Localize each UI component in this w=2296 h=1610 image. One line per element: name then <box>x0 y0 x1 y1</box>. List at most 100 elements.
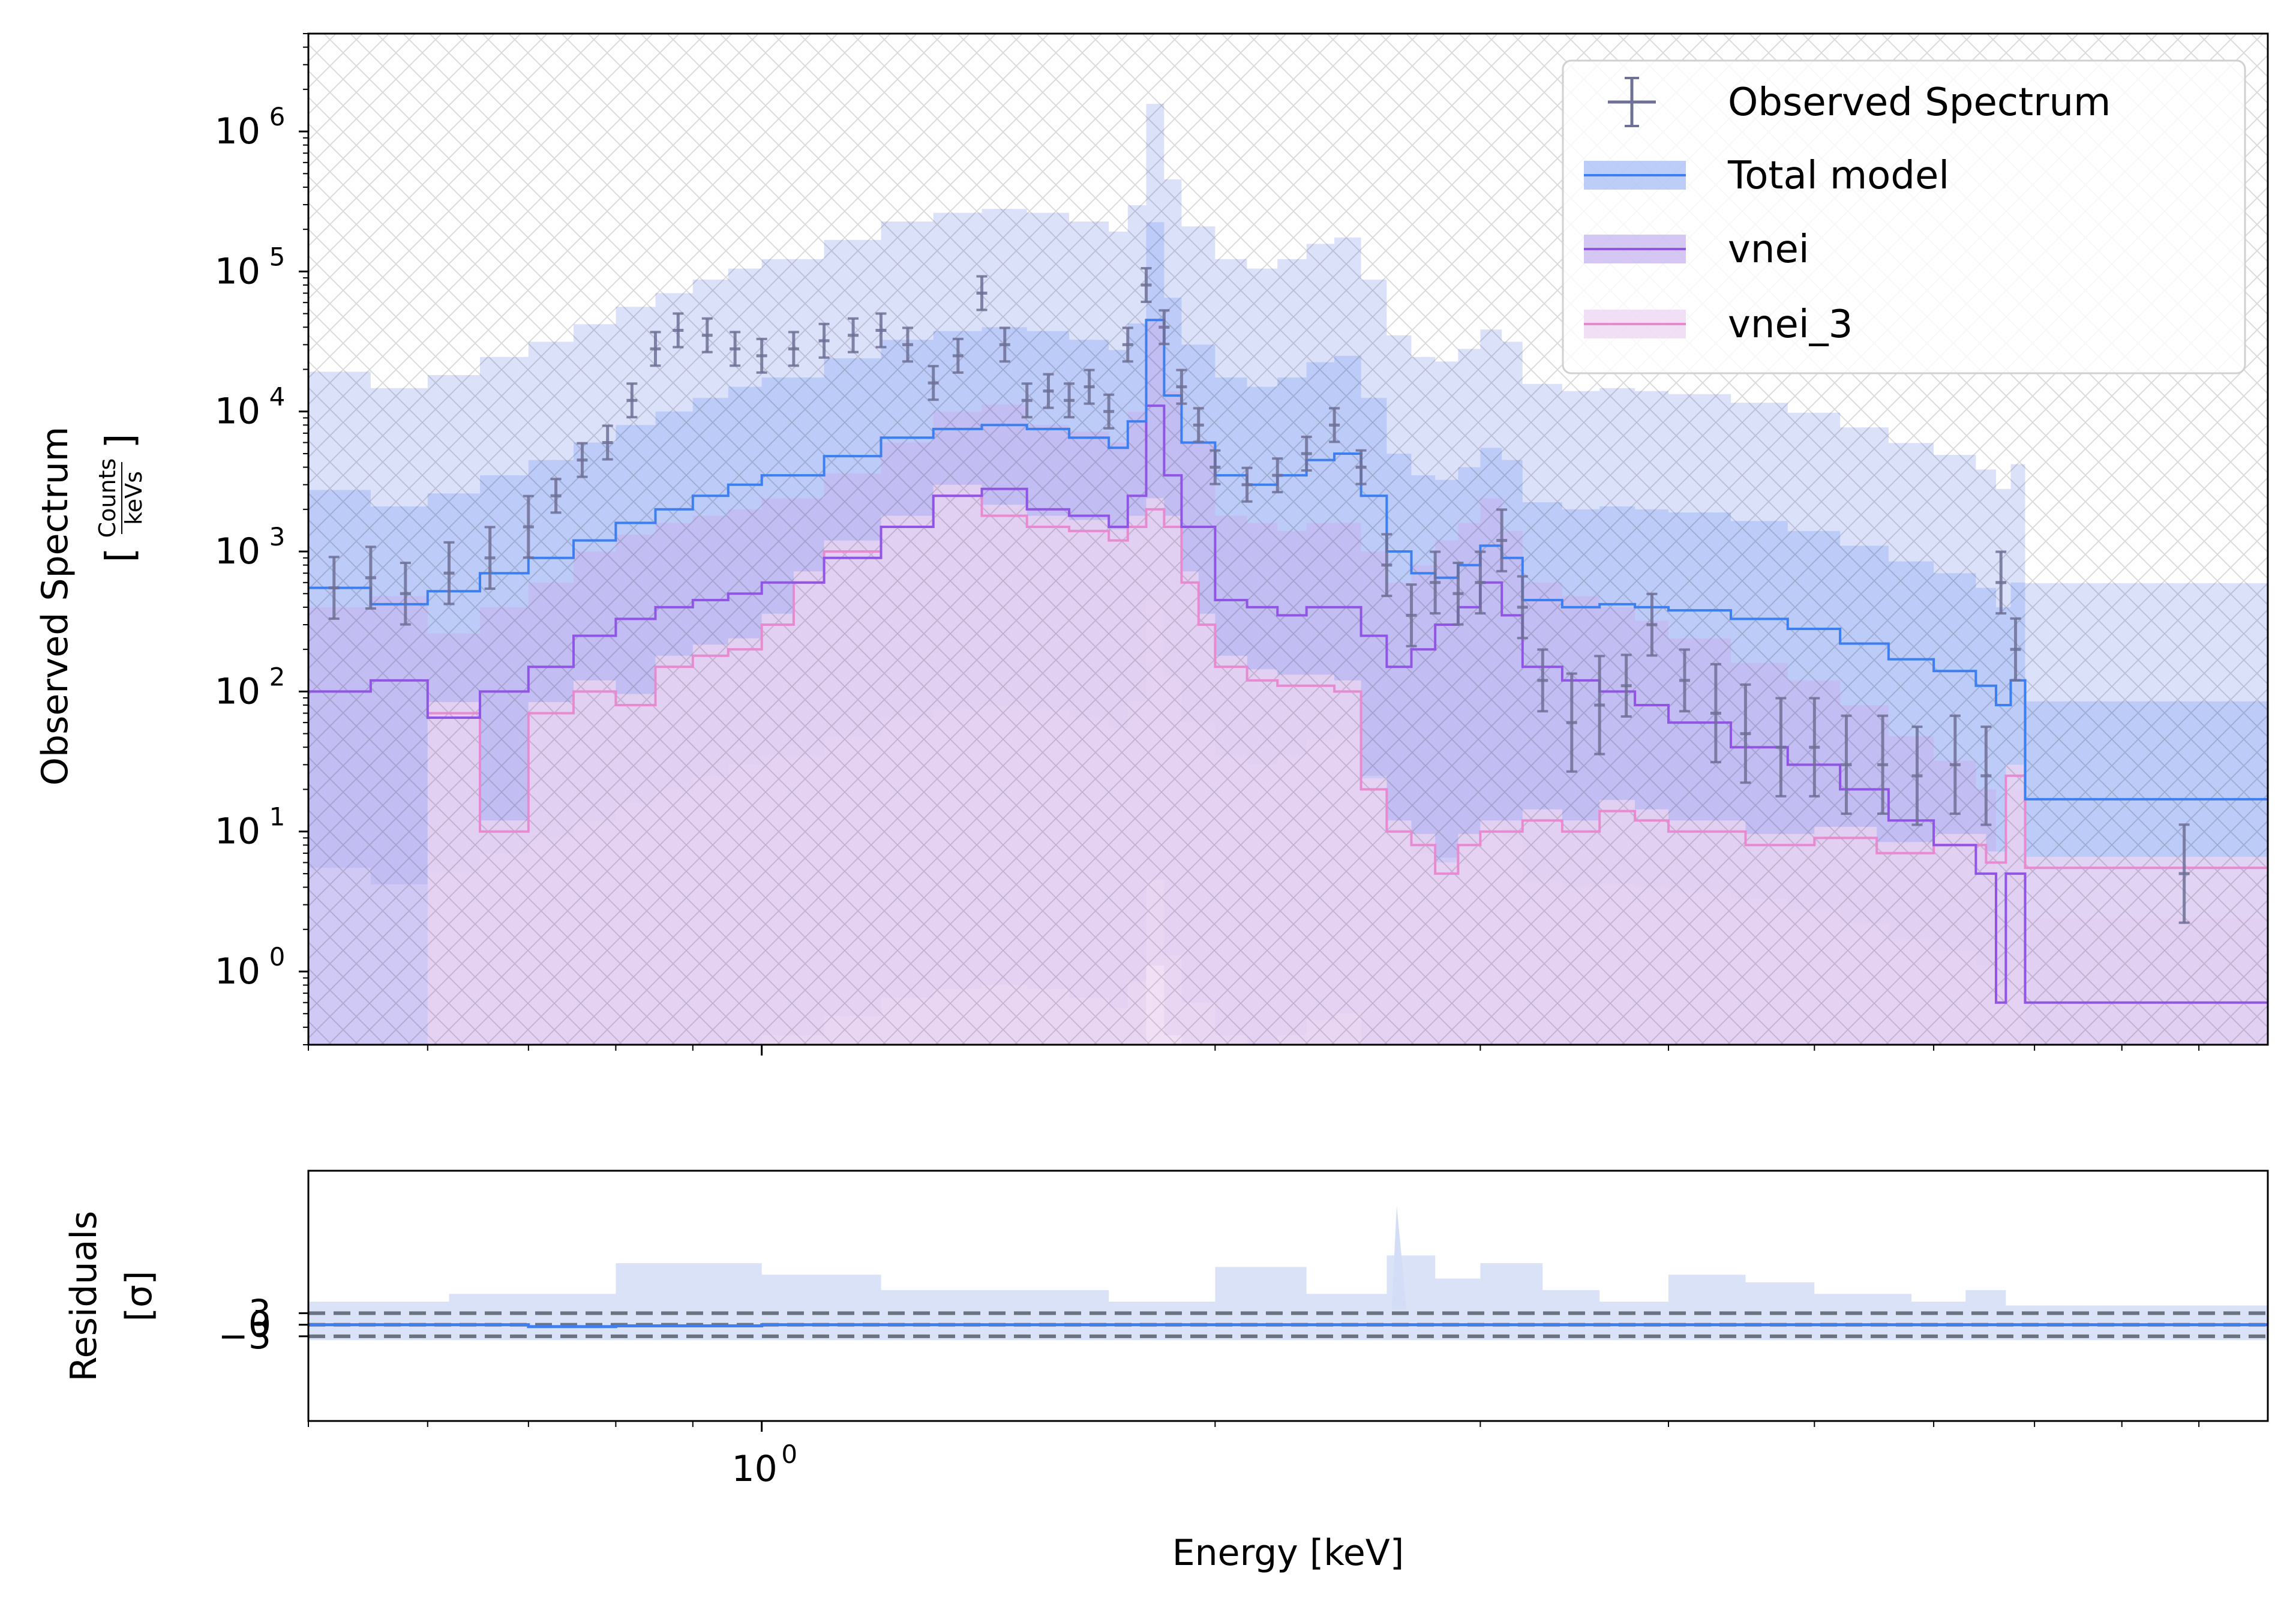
observed-point <box>1911 725 1923 826</box>
observed-point <box>1176 368 1187 405</box>
main-y-tick-exponent: 0 <box>269 942 286 972</box>
observed-point <box>1043 373 1054 409</box>
residual-x-tick-label: 10 <box>732 1448 778 1490</box>
observed-point <box>673 312 684 349</box>
main-y-tick-exponent: 5 <box>269 242 286 271</box>
observed-point <box>756 337 767 374</box>
observed-point <box>1209 449 1221 485</box>
observed-point <box>1949 714 1961 816</box>
main-y-tick: 10 5 <box>215 242 308 292</box>
observed-point <box>1809 697 1820 797</box>
observed-point <box>976 275 988 311</box>
observed-point <box>1301 435 1312 472</box>
observed-point <box>1381 533 1392 597</box>
main-y-tick: 10 3 <box>215 522 308 572</box>
main-y-tick-label: 10 <box>215 811 260 853</box>
residual-line <box>308 1323 2268 1329</box>
observed-point <box>1452 561 1464 626</box>
observed-point <box>443 541 455 605</box>
observed-point <box>1021 382 1033 419</box>
main-plot-frame <box>307 32 2269 1046</box>
observed-point <box>1193 407 1204 443</box>
observed-point <box>1841 714 1852 816</box>
observed-point <box>1620 653 1632 718</box>
residual-band <box>308 1255 2268 1341</box>
main-panel: 10 0 10 1 10 2 10 3 10 4 10 5 10 6 Observed Spectrum … <box>34 32 2269 1056</box>
observed-point <box>328 556 340 620</box>
residuals-y-axis: −303 <box>218 1292 308 1357</box>
observed-point <box>1710 662 1721 764</box>
observed-point <box>1430 550 1441 615</box>
observed-point <box>550 478 562 514</box>
observed-point <box>1329 407 1340 443</box>
vnei-3-line <box>427 494 2268 875</box>
residual-x-tick-label-group: 10 0 <box>732 1440 798 1490</box>
residual-y-tick-label: 0 <box>248 1304 271 1346</box>
main-y-units-denominator: keVs <box>121 471 147 525</box>
observed-point <box>1406 583 1417 647</box>
main-y-tick: 10 0 <box>215 942 308 993</box>
legend-label: vnei <box>1728 227 1809 272</box>
residuals-plot-area <box>308 1205 2268 1341</box>
vnei-line <box>308 404 2268 1004</box>
main-x-axis <box>308 1045 2200 1056</box>
residuals-plot-frame <box>307 1170 2269 1422</box>
residuals-panel: −303 10 0 Residuals [σ] Energy [keV] <box>63 1170 2269 1574</box>
main-y-tick-label: 10 <box>215 250 260 292</box>
observed-point <box>1475 550 1486 615</box>
observed-point <box>730 331 741 367</box>
observed-point <box>1740 683 1751 784</box>
observed-point <box>1775 697 1787 797</box>
main-y-units-numerator: Counts <box>94 458 121 538</box>
observed-point <box>1241 466 1253 503</box>
observed-point <box>2178 823 2190 924</box>
observed-point <box>902 326 913 363</box>
legend-label: Observed Spectrum <box>1728 80 2111 125</box>
observed-point <box>602 424 613 461</box>
main-y-units-close: ] <box>98 434 143 449</box>
observed-point <box>848 317 859 353</box>
observed-point <box>577 442 588 478</box>
observed-point <box>1141 267 1152 304</box>
observed-point <box>650 331 661 367</box>
main-y-tick-label: 10 <box>215 530 260 572</box>
observed-point <box>1980 725 1992 826</box>
observed-point <box>701 317 713 353</box>
observed-point <box>1084 368 1095 405</box>
observed-point <box>1158 309 1170 346</box>
legend-entry: vnei <box>1584 227 1809 272</box>
legend-label: vnei_3 <box>1728 302 1853 347</box>
observed-points <box>328 267 2190 924</box>
observed-point <box>1064 382 1075 419</box>
main-y-label-text: Observed Spectrum <box>34 427 76 785</box>
residuals-x-axis: 10 0 <box>308 1421 2200 1490</box>
observed-point <box>928 365 939 401</box>
main-y-axis: 10 0 10 1 10 2 10 3 10 4 10 5 10 6 <box>215 33 308 1045</box>
observed-point <box>1594 655 1605 755</box>
residual-y-tick-label: −3 <box>218 1315 271 1357</box>
residual-band-spike <box>1391 1205 1407 1309</box>
main-y-tick-exponent: 4 <box>269 382 286 412</box>
residuals-y-label-text: Residuals <box>63 1211 105 1382</box>
observed-point <box>1679 648 1690 713</box>
observed-point <box>818 322 830 359</box>
legend-box <box>1562 59 2246 374</box>
observed-point <box>1355 449 1367 485</box>
main-y-tick-exponent: 2 <box>269 662 286 691</box>
observed-point <box>1122 326 1133 363</box>
legend-entry: Observed Spectrum <box>1608 77 2111 127</box>
main-y-tick-exponent: 6 <box>269 102 286 131</box>
main-y-tick-label: 10 <box>215 110 260 152</box>
main-y-tick: 10 1 <box>215 802 308 853</box>
observed-point <box>1995 550 2007 615</box>
observed-point <box>875 312 887 349</box>
residual-y-tick-label: 3 <box>248 1292 271 1334</box>
main-y-axis-label: Observed Spectrum [ Counts keVs ] <box>34 427 147 785</box>
main-y-tick-label: 10 <box>215 670 260 712</box>
observed-point <box>523 494 534 559</box>
main-y-tick: 10 2 <box>215 662 308 712</box>
residual-x-tick-exponent: 0 <box>781 1440 797 1469</box>
observed-point <box>1566 672 1577 773</box>
observed-point <box>484 526 496 590</box>
